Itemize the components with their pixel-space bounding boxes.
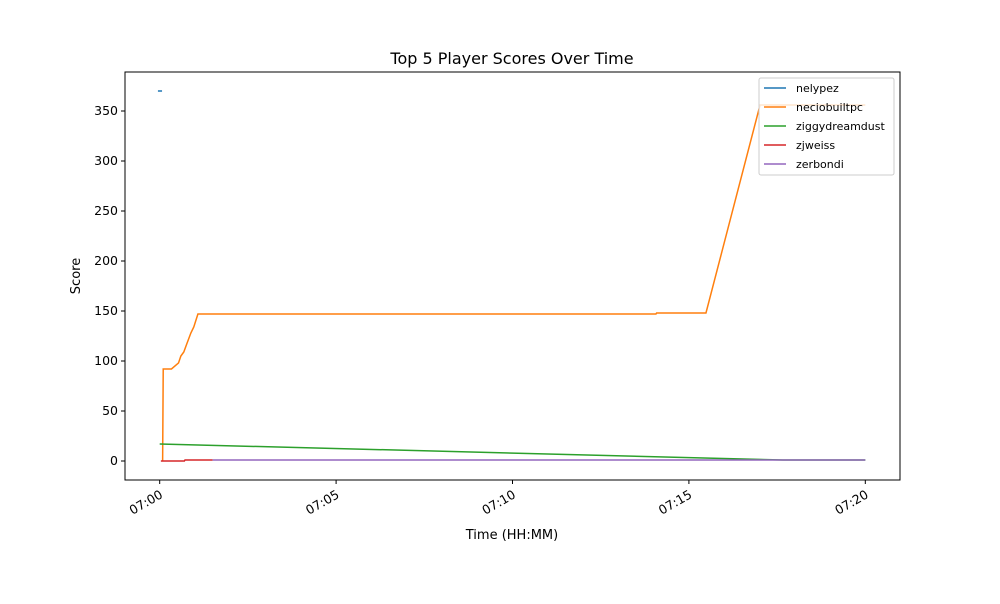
legend-label-neciobuiltpc: neciobuiltpc	[796, 101, 863, 114]
x-tick-label: 07:05	[303, 487, 342, 518]
x-tick-label: 07:10	[479, 487, 518, 518]
y-tick-label: 150	[94, 303, 118, 318]
legend-label-ziggydreamdust: ziggydreamdust	[796, 120, 885, 133]
x-tick-label: 07:15	[656, 487, 695, 518]
y-tick-label: 250	[94, 203, 118, 218]
y-tick-label: 100	[94, 353, 118, 368]
y-tick-label: 350	[94, 103, 118, 118]
legend-label-zjweiss: zjweiss	[796, 139, 835, 152]
y-axis-label: Score	[69, 258, 84, 294]
x-tick-label: 07:20	[832, 487, 871, 518]
x-axis-label: Time (HH:MM)	[465, 528, 558, 543]
y-tick-label: 200	[94, 253, 118, 268]
series-line-ziggydreamdust	[159, 443, 866, 461]
series-line-neciobuiltpc	[161, 104, 866, 462]
legend: nelypez neciobuiltpc ziggydreamdust zjweiss…	[758, 77, 895, 176]
y-tick-label: 50	[102, 403, 118, 418]
y-tick-label: 0	[110, 453, 118, 468]
legend-box	[758, 77, 895, 176]
legend-label-zerbondi: zerbondi	[796, 158, 844, 171]
y-tick-label: 300	[94, 153, 118, 168]
chart-title: Top 5 Player Scores Over Time	[389, 49, 633, 68]
legend-label-nelypez: nelypez	[796, 82, 839, 95]
x-tick-label: 07:00	[126, 487, 165, 518]
series-line-zjweiss	[160, 459, 213, 462]
